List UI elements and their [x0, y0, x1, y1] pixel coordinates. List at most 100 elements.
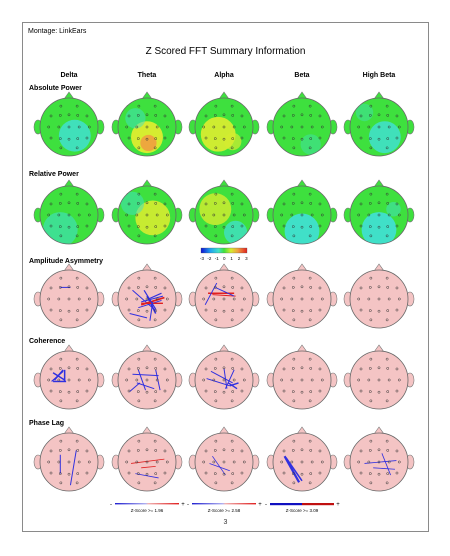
electrode: [213, 449, 217, 452]
electrode: [230, 399, 234, 403]
electrode: [377, 378, 381, 382]
electrode: [57, 378, 61, 382]
electrode: [212, 297, 216, 301]
electrode: [59, 276, 63, 280]
column-header-alpha: Alpha: [214, 72, 234, 79]
electrode: [282, 202, 286, 206]
electrode: [377, 448, 381, 452]
electrode: [59, 481, 63, 485]
electrode: [309, 202, 313, 205]
electrode: [204, 286, 208, 290]
electrode: [385, 481, 389, 485]
electrode: [308, 104, 312, 108]
scalp: [273, 270, 331, 328]
electrode: [214, 357, 218, 361]
electrode: [282, 136, 286, 140]
section-relative-power: Relative Power: [29, 171, 79, 178]
column-header-delta: Delta: [60, 72, 78, 79]
electrode: [292, 234, 296, 238]
electrode: [58, 367, 62, 370]
electrode: [145, 201, 149, 205]
scalp-outline: [272, 97, 332, 157]
electrode: [155, 297, 159, 301]
electrode: [212, 378, 216, 382]
electrode: [300, 390, 304, 394]
electrode: [280, 213, 284, 217]
electrode: [136, 114, 140, 117]
electrode: [282, 449, 286, 453]
electrode: [320, 460, 324, 464]
electrode: [75, 318, 79, 322]
z-color-scale: -3 -2 -1 0 1 2 3: [200, 247, 248, 261]
scalp-outline: [349, 269, 409, 329]
electrode: [49, 308, 53, 312]
electrode: [154, 472, 158, 475]
electrode: [291, 225, 295, 228]
electrode: [153, 192, 157, 196]
section-absolute-power: Absolute Power: [29, 85, 82, 92]
electrode: [291, 137, 295, 140]
electrode: [359, 367, 363, 371]
legend-plus: +: [336, 502, 340, 508]
electrode: [163, 367, 167, 371]
head-map-power-4: [343, 179, 415, 245]
electrode: [395, 367, 399, 371]
electrode: [67, 309, 71, 313]
power-field: [200, 116, 242, 152]
electrode: [291, 114, 295, 117]
connection-line: [283, 455, 301, 483]
power-field: [300, 134, 321, 155]
head-map-power-3: [266, 179, 338, 245]
electrode: [59, 104, 63, 108]
electrode: [231, 309, 235, 312]
electrode: [67, 213, 71, 217]
electrode: [214, 276, 218, 280]
electrode: [76, 114, 80, 117]
electrode: [137, 192, 141, 196]
electrode: [204, 449, 208, 453]
electrode: [309, 286, 313, 289]
electrode: [222, 378, 226, 382]
electrode: [290, 125, 294, 129]
electrode: [292, 481, 296, 485]
electrode: [213, 367, 217, 370]
electrode: [137, 481, 141, 485]
electrode: [163, 114, 167, 118]
electrode: [377, 297, 381, 301]
electrode: [49, 449, 53, 453]
electrode: [368, 114, 372, 117]
electrode: [368, 225, 372, 228]
electrode: [214, 234, 218, 238]
electrode: [282, 308, 286, 312]
electrode: [154, 137, 158, 140]
electrode: [137, 439, 141, 443]
electrode: [385, 276, 389, 280]
electrode: [240, 308, 244, 312]
electrode: [75, 192, 79, 196]
column-header-beta: Beta: [294, 72, 310, 79]
electrode: [242, 125, 246, 129]
electrode: [232, 460, 236, 464]
power-field: [42, 212, 78, 244]
connection-line: [143, 289, 157, 310]
electrode: [232, 378, 236, 382]
montage-label: Montage: LinkEars: [28, 28, 87, 35]
head-map-power-0: [33, 179, 105, 245]
electrode: [163, 202, 167, 206]
electrode: [154, 367, 158, 370]
electrode: [222, 309, 226, 313]
electrode: [387, 378, 391, 382]
electrode: [369, 276, 373, 280]
electrode: [357, 460, 361, 464]
electrode: [165, 460, 169, 464]
scalp-outline: [194, 185, 254, 245]
column-header-theta: Theta: [137, 72, 157, 79]
electrode: [57, 460, 61, 464]
power-blob: [368, 121, 401, 154]
electrode: [231, 367, 235, 370]
electrode: [213, 225, 217, 228]
scalp: [40, 351, 98, 409]
electrode: [58, 309, 62, 312]
electrode: [230, 439, 234, 443]
electrode: [153, 104, 157, 108]
